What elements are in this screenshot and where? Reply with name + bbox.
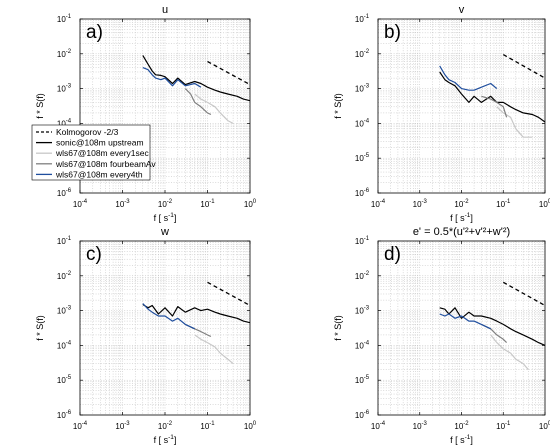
grid <box>378 241 545 415</box>
series-line-wls67-108m-fourbeamav <box>481 95 508 118</box>
y-tick-label: 10-6 <box>57 188 72 198</box>
y-tick-label: 10-1 <box>57 236 72 246</box>
series-line-sonic-108m-upstream <box>439 71 545 123</box>
series-group <box>142 55 250 124</box>
series-line-sonic-108m-upstream <box>142 55 250 102</box>
grid <box>80 19 250 193</box>
x-tick-label: 10-3 <box>413 199 428 209</box>
y-tick-label: 10-3 <box>355 306 370 316</box>
grid <box>378 19 545 193</box>
legend-label: Kolmogorov -2/3 <box>56 127 119 137</box>
x-tick-label: 10-1 <box>200 199 215 209</box>
x-tick-label: 10-3 <box>115 421 130 431</box>
x-tick-label: 10-4 <box>371 421 386 431</box>
legend-label: sonic@108m upstream <box>56 138 144 148</box>
x-tick-label: 100 <box>539 199 550 209</box>
series-line-kolmogorov-2-3 <box>502 54 545 79</box>
x-axis-label: f [ s-1] <box>154 212 177 223</box>
series-line-wls67-108m-every1sec <box>194 334 234 365</box>
chart-panel-4: 10-4 10-3 10-2 10-1 100 10-6 10-5 10-4 10-3 10-2 1… <box>333 226 550 445</box>
x-tick-label: 100 <box>539 421 550 431</box>
y-tick-label: 10-2 <box>355 49 370 59</box>
panel-letter: a) <box>86 22 103 43</box>
x-tick-label: 10-4 <box>371 199 386 209</box>
series-line-wls67-108m-every4th <box>142 67 202 88</box>
panel-title: e' = 0.5*(u'²+v'²+w'²) <box>413 226 510 238</box>
series-line-sonic-108m-upstream <box>439 307 545 346</box>
panel-letter: d) <box>384 244 401 265</box>
y-tick-label: 10-3 <box>57 306 72 316</box>
x-tick-label: 10-1 <box>496 199 511 209</box>
x-tick-label: 10-2 <box>454 199 469 209</box>
x-tick-label: 10-3 <box>115 199 130 209</box>
y-tick-label: 10-6 <box>355 410 370 420</box>
legend-label: wls67@108m every4th <box>55 169 143 179</box>
panel-title: u <box>162 4 168 16</box>
x-tick-label: 10-2 <box>158 199 173 209</box>
y-tick-label: 10-4 <box>355 340 370 350</box>
x-tick-label: 10-1 <box>496 421 511 431</box>
chart-panel-2: 10-4 10-3 10-2 10-1 100 10-6 10-5 10-4 10-3 10-2 1… <box>333 4 550 223</box>
x-tick-label: 100 <box>244 199 257 209</box>
series-line-kolmogorov-2-3 <box>502 281 545 307</box>
x-tick-label: 10-4 <box>73 421 88 431</box>
panel-letter: c) <box>86 244 102 265</box>
legend-box <box>31 124 151 181</box>
panel-letter: b) <box>384 22 401 43</box>
x-tick-label: 10-3 <box>413 421 428 431</box>
y-tick-label: 10-6 <box>355 188 370 198</box>
series-line-wls67-108m-every1sec <box>490 334 529 371</box>
y-tick-label: 10-2 <box>57 271 72 281</box>
y-tick-label: 10-1 <box>355 236 370 246</box>
y-tick-label: 10-2 <box>57 49 72 59</box>
series-line-wls67-108m-fourbeamav <box>184 88 212 116</box>
chart-panel-1: 10-410-310-210-110010-610-510-410-310-21… <box>35 4 257 223</box>
y-axis-label: f * S(f) <box>333 315 343 341</box>
y-tick-label: 10-3 <box>57 84 72 94</box>
y-tick-label: 10-6 <box>57 410 72 420</box>
y-tick-label: 10-1 <box>355 14 370 24</box>
legend-label: wls67@108m every1sec <box>55 148 149 158</box>
legend-label: wls67@108m fourbeamAv <box>55 159 156 169</box>
series-line-wls67-108m-every1sec <box>194 93 234 124</box>
y-tick-label: 10-5 <box>57 375 72 385</box>
y-tick-label: 10-4 <box>355 118 370 128</box>
y-tick-label: 10-4 <box>57 118 72 128</box>
series-line-wls67-108m-every1sec <box>496 106 533 138</box>
y-axis-label: f * S(f) <box>333 93 343 119</box>
panel-title: w <box>160 226 169 238</box>
x-tick-label: 10-4 <box>73 199 88 209</box>
y-axis-label: f * S(f) <box>35 315 45 341</box>
series-line-kolmogorov-2-3 <box>207 281 250 307</box>
y-axis-label: f * S(f) <box>35 93 45 119</box>
x-tick-label: 100 <box>244 421 257 431</box>
y-tick-label: 10-5 <box>355 153 370 163</box>
y-tick-label: 10-2 <box>355 271 370 281</box>
y-tick-label: 10-1 <box>57 14 72 24</box>
panel-title: v <box>459 4 465 16</box>
series-line-wls67-108m-every4th <box>439 313 491 330</box>
x-tick-label: 10-2 <box>454 421 469 431</box>
grid <box>80 241 250 415</box>
y-tick-label: 10-3 <box>355 84 370 94</box>
series-group <box>142 281 250 365</box>
x-tick-label: 10-1 <box>200 421 215 431</box>
series-group <box>439 54 545 138</box>
chart-panel-3: 10-4 10-3 10-2 10-1 100 10-6 10-5 10-4 10-3 10-2 1… <box>35 226 257 445</box>
series-group <box>439 281 545 371</box>
series-line-kolmogorov-2-3 <box>207 60 250 86</box>
series-line-wls67-108m-every4th <box>439 65 498 91</box>
x-axis-label: f [ s-1] <box>154 434 177 445</box>
series-line-wls67-108m-every4th <box>142 303 195 330</box>
x-axis-label: f [ s-1] <box>450 212 473 223</box>
x-axis-label: f [ s-1] <box>450 434 473 445</box>
y-tick-label: 10-5 <box>355 375 370 385</box>
series-line-sonic-108m-upstream <box>142 303 250 324</box>
y-tick-label: 10-4 <box>57 340 72 350</box>
x-tick-label: 10-2 <box>158 421 173 431</box>
